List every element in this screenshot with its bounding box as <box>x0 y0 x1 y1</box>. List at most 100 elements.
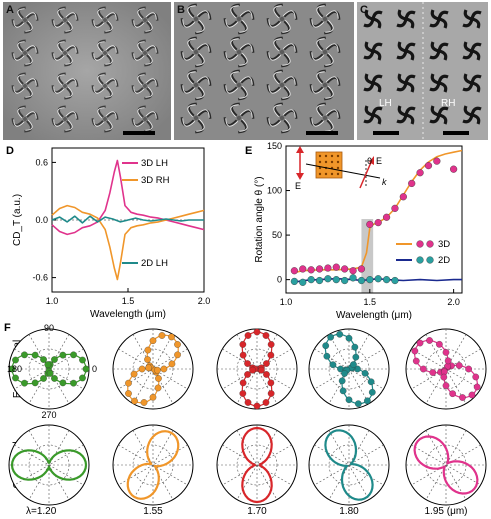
pinwheel-structure <box>363 9 383 29</box>
pinwheel-highlight <box>105 78 117 86</box>
block-dot <box>318 160 322 164</box>
data-point <box>341 276 349 285</box>
polar-data-point <box>449 390 456 398</box>
data-point <box>290 277 298 286</box>
pinwheel-highlight <box>187 5 196 19</box>
wavelength-label: 1.70 <box>247 506 267 517</box>
pinwheel-structure <box>429 41 449 61</box>
pinwheel-structure <box>462 9 482 29</box>
pinwheel-highlight <box>239 85 248 99</box>
block-dot <box>330 172 334 176</box>
pinwheel-highlight <box>137 74 145 86</box>
pinwheel-center <box>63 84 67 88</box>
data-point <box>382 276 391 284</box>
pinwheel-structure <box>51 105 79 133</box>
y-axis-label: Rotation angle θ (°) <box>254 176 265 262</box>
inset-k-label: k <box>382 177 387 187</box>
pinwheel-highlight <box>196 19 205 33</box>
pinwheel-highlight <box>97 107 105 119</box>
pinwheel-center <box>437 17 441 21</box>
polar-data-point <box>158 332 166 339</box>
block-dot <box>336 160 340 164</box>
pinwheel-highlight <box>105 20 113 32</box>
polar-data-point <box>262 332 270 339</box>
pinwheel-highlight <box>325 43 339 52</box>
pinwheel-center <box>63 18 67 22</box>
pinwheel-highlight <box>145 20 153 32</box>
polar-data-point <box>338 377 346 385</box>
pinwheel-highlight <box>65 12 77 20</box>
pinwheel-highlight <box>196 43 210 52</box>
pinwheel-highlight <box>145 45 157 53</box>
pinwheel-highlight <box>268 19 282 28</box>
data-point <box>408 179 416 188</box>
pinwheel-highlight <box>196 10 210 19</box>
pinwheel-highlight <box>239 43 253 52</box>
pinwheel-structure <box>131 6 159 34</box>
pinwheel-highlight <box>225 52 239 61</box>
pinwheel-center <box>236 115 242 121</box>
pinwheel-highlight <box>282 76 296 85</box>
pinwheel-highlight <box>93 119 105 127</box>
pinwheel-highlight <box>187 104 196 118</box>
pinwheel-highlight <box>65 20 73 32</box>
polar-data-point <box>354 400 362 408</box>
polar-data-point <box>40 356 47 363</box>
polar-data-point <box>267 390 275 397</box>
block-dot <box>324 154 328 158</box>
pinwheel-highlight <box>273 5 282 19</box>
pinwheel-highlight <box>182 85 196 94</box>
polar-data-point <box>361 369 369 377</box>
pinwheel-highlight <box>196 118 205 132</box>
arrow-head <box>296 146 304 153</box>
polar-data-point <box>8 365 16 373</box>
pinwheel-center <box>143 84 147 88</box>
pinwheel-highlight <box>182 52 196 61</box>
pinwheel-highlight <box>137 107 145 119</box>
polar-grid-spoke <box>314 444 384 486</box>
block-dot <box>330 154 334 158</box>
y-axis-label: CD_T (a.u.) <box>12 194 23 246</box>
pinwheel-center <box>322 82 328 88</box>
polar-data-point <box>351 343 359 351</box>
data-point <box>374 275 382 283</box>
pinwheel-highlight <box>17 41 25 53</box>
pinwheel-center <box>23 84 27 88</box>
polar-data-point <box>416 339 424 347</box>
pinwheel-highlight <box>145 119 153 131</box>
chart-f: ExperimentalCalculated901800270λ=1.201.5… <box>7 323 487 517</box>
polar-data-point <box>263 371 270 378</box>
polar-data-point <box>472 373 480 381</box>
pinwheel-structure <box>11 105 39 133</box>
pinwheel-center <box>193 16 199 22</box>
polar-data-point <box>154 384 162 392</box>
pinwheel-highlight <box>225 118 239 127</box>
polar-data-point <box>12 374 19 382</box>
pinwheel-highlight <box>282 85 291 99</box>
pinwheel-highlight <box>282 19 291 33</box>
pinwheel-structure <box>396 41 416 61</box>
pinwheel-highlight <box>133 119 145 127</box>
pinwheel-highlight <box>17 107 25 119</box>
polar-data-point <box>145 364 152 372</box>
pinwheel-highlight <box>230 38 239 52</box>
polar-data-point <box>440 373 448 381</box>
chart-d: 1.0 1.5 2.0 0.6 0.0 -0.6 Wavelength (μm) CD_T (… <box>12 147 210 320</box>
arrow-head <box>296 173 304 180</box>
pinwheel-center <box>470 17 474 21</box>
pinwheel-center <box>236 82 242 88</box>
sem-image-a: A <box>3 2 171 140</box>
data-point <box>382 213 391 221</box>
polar-data-point <box>253 328 261 336</box>
polar-data-point <box>40 375 47 382</box>
pinwheel-structure <box>11 72 39 100</box>
pinwheel-highlight <box>65 53 73 65</box>
polar-data-point <box>329 361 337 369</box>
pinwheel-center <box>103 117 107 121</box>
y-tick-label: -0.6 <box>32 273 48 283</box>
pinwheel-structure <box>180 36 212 68</box>
data-point <box>341 265 349 273</box>
pinwheel-structure <box>91 39 119 67</box>
polar-curve <box>10 449 88 481</box>
pinwheel-highlight <box>93 20 105 28</box>
